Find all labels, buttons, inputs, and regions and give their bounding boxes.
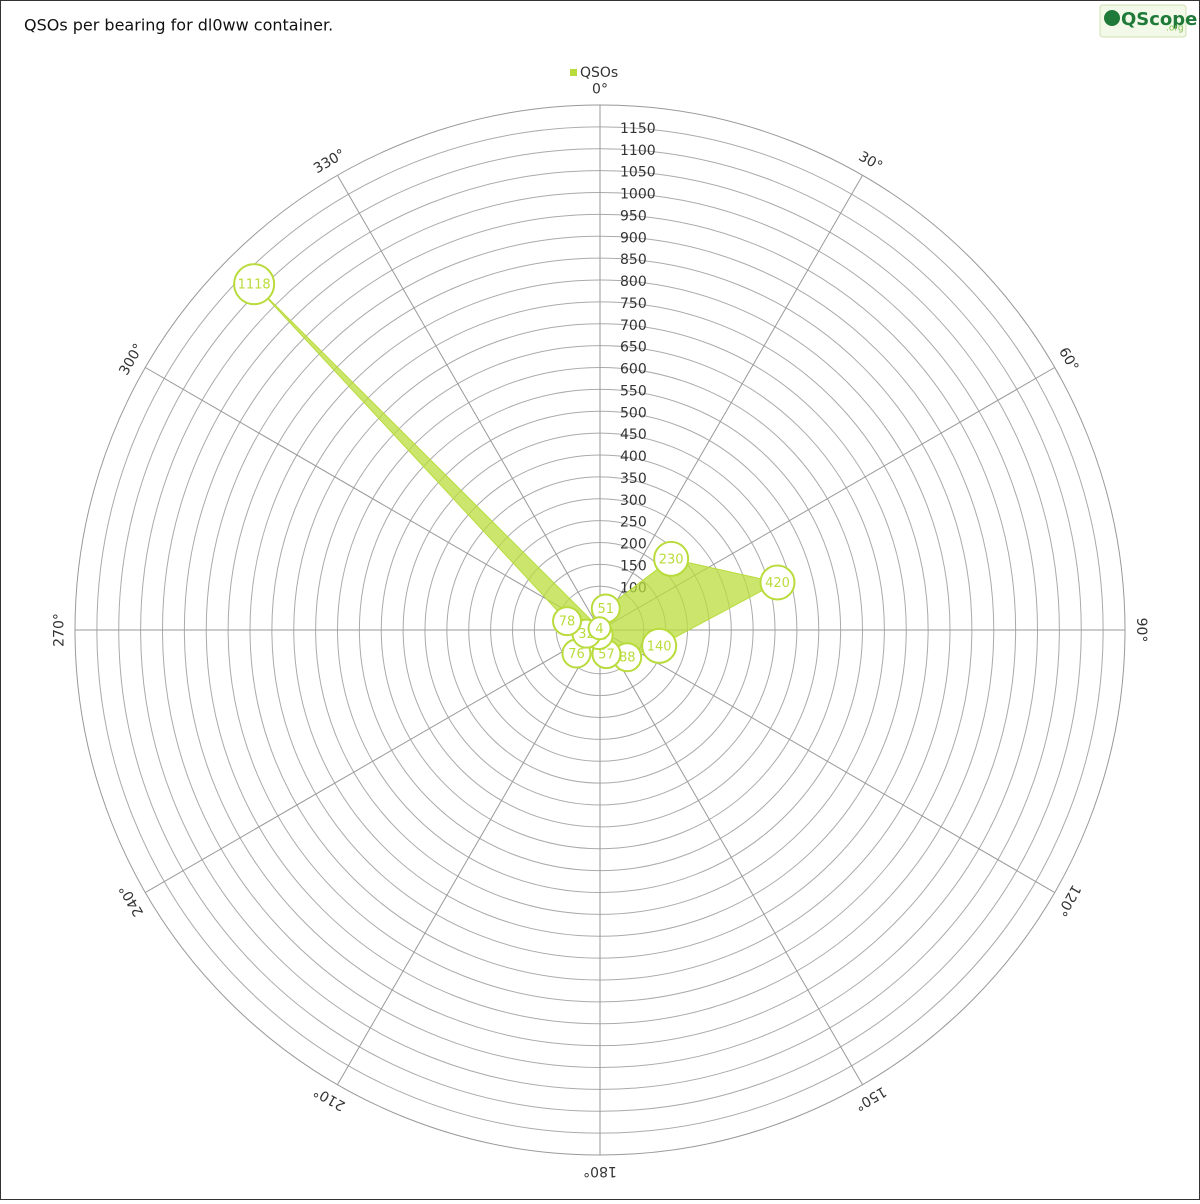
spoke (599, 629, 1055, 893)
spoke (599, 629, 863, 1085)
value-label: 57 (598, 648, 615, 663)
angle-label: 0° (592, 81, 608, 97)
point: 51 (590, 593, 621, 624)
y-tick-label: 450 (620, 427, 647, 443)
y-tick-label: 750 (620, 296, 647, 312)
y-tick-label: 700 (620, 318, 647, 334)
value-label: 140 (647, 639, 672, 654)
value-label: 4 (595, 622, 603, 637)
marker (233, 263, 276, 306)
spoke (337, 175, 601, 631)
logo-text: QScope (1121, 9, 1197, 30)
value-label: 420 (765, 576, 790, 591)
legend-label: QSOs (580, 65, 618, 81)
spoke (599, 175, 863, 631)
logo-icon (1104, 10, 1120, 26)
value-label: 1118 (238, 278, 271, 293)
y-tick-label: 1050 (620, 165, 656, 181)
logo-box (1099, 4, 1187, 38)
point: 4 (587, 616, 612, 641)
point: 420 (759, 564, 796, 601)
logo-suffix: .org (1166, 24, 1184, 34)
y-tick-label: 950 (620, 208, 647, 224)
value-label: 230 (659, 552, 684, 567)
logo: QScope .org (1099, 4, 1197, 38)
marker (641, 627, 678, 664)
y-tick-label: 1000 (620, 187, 656, 203)
value-label: 51 (598, 602, 615, 617)
y-tick-label: 1100 (620, 143, 656, 159)
y-tick-label: 400 (620, 449, 647, 465)
y-tick-label: 350 (620, 471, 647, 487)
y-tick-label: 300 (620, 493, 647, 509)
y-tick-label: 900 (620, 230, 647, 246)
angle-label: 270° (51, 613, 67, 647)
point: 1118 (233, 263, 276, 306)
angle-label: 180° (583, 1163, 617, 1179)
angle-label: 90° (1133, 618, 1149, 643)
marker (552, 606, 583, 637)
value-label: 78 (559, 615, 576, 630)
y-tick-label: 200 (620, 537, 647, 553)
spoke (145, 367, 601, 631)
legend-swatch (570, 69, 577, 76)
value-label: 88 (619, 651, 636, 666)
spoke (337, 629, 601, 1085)
marker (759, 564, 796, 601)
marker (587, 616, 612, 641)
point: 230 (653, 540, 690, 577)
point: 78 (552, 606, 583, 637)
y-tick-label: 850 (620, 252, 647, 268)
point: 140 (641, 627, 678, 664)
y-tick-label: 150 (620, 558, 647, 574)
value-label: 76 (568, 647, 585, 662)
marker (653, 540, 690, 577)
y-tick-label: 550 (620, 383, 647, 399)
chart-title: QSOs per bearing for dl0ww container. (24, 16, 333, 35)
spoke (145, 629, 601, 893)
y-tick-label: 800 (620, 274, 647, 290)
y-tick-label: 500 (620, 405, 647, 421)
y-tick-label: 650 (620, 340, 647, 356)
y-tick-label: 1150 (620, 121, 656, 137)
y-tick-label: 250 (620, 515, 647, 531)
y-tick-label: 600 (620, 362, 647, 378)
